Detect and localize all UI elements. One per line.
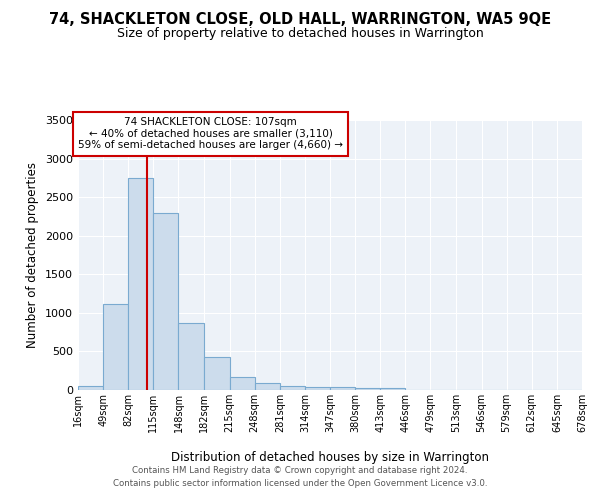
Bar bbox=[230, 376, 254, 390]
Text: 74, SHACKLETON CLOSE, OLD HALL, WARRINGTON, WA5 9QE: 74, SHACKLETON CLOSE, OLD HALL, WARRINGT… bbox=[49, 12, 551, 28]
Bar bbox=[154, 214, 178, 390]
Bar bbox=[330, 388, 355, 390]
Bar bbox=[128, 178, 154, 390]
Bar bbox=[355, 388, 380, 390]
Text: 74 SHACKLETON CLOSE: 107sqm
← 40% of detached houses are smaller (3,110)
59% of : 74 SHACKLETON CLOSE: 107sqm ← 40% of det… bbox=[78, 118, 343, 150]
Bar bbox=[280, 386, 305, 390]
Y-axis label: Number of detached properties: Number of detached properties bbox=[26, 162, 40, 348]
Bar bbox=[103, 304, 128, 390]
Bar bbox=[205, 357, 230, 390]
Text: Size of property relative to detached houses in Warrington: Size of property relative to detached ho… bbox=[116, 28, 484, 40]
Bar bbox=[178, 323, 203, 390]
Bar bbox=[254, 382, 280, 390]
Text: Distribution of detached houses by size in Warrington: Distribution of detached houses by size … bbox=[171, 451, 489, 464]
Bar bbox=[305, 386, 330, 390]
Bar bbox=[78, 386, 103, 390]
Text: Contains HM Land Registry data © Crown copyright and database right 2024.
Contai: Contains HM Land Registry data © Crown c… bbox=[113, 466, 487, 487]
Bar bbox=[380, 388, 406, 390]
